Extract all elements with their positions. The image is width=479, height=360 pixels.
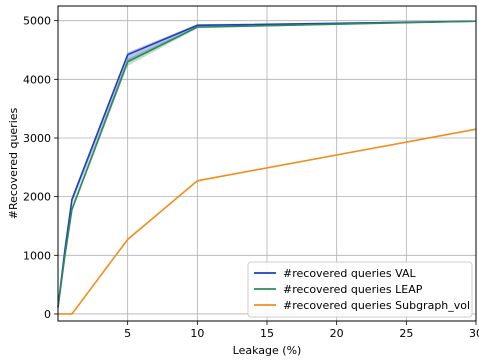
y-tick-label: 5000 (23, 15, 51, 28)
series-lines (57, 20, 477, 315)
y-axis-label: #Recovered queries (7, 107, 20, 219)
x-tick-label: 5 (124, 327, 131, 340)
x-tick-label: 25 (399, 327, 413, 340)
series-line-1 (57, 20, 477, 308)
y-tick-label: 4000 (23, 73, 51, 86)
y-tick-label: 0 (44, 308, 51, 321)
legend-label: #recovered queries VAL (283, 267, 416, 280)
legend-box (247, 261, 473, 318)
x-tick-label: 20 (330, 327, 344, 340)
legend-label: #recovered queries Subgraph_vol (283, 299, 470, 312)
x-tick-label: 10 (190, 327, 204, 340)
series-line-2 (58, 128, 477, 315)
axis-ticks: 5 10 15 20 25 30 0 1000 2000 3000 4000 5000 (23, 15, 479, 340)
x-axis-label: Leakage (%) (233, 344, 302, 357)
x-tick-label: 30 (469, 327, 479, 340)
y-tick-label: 1000 (23, 249, 51, 262)
legend-label: #recovered queries LEAP (283, 283, 423, 296)
y-tick-label: 2000 (23, 191, 51, 204)
y-tick-label: 3000 (23, 132, 51, 145)
legend: #recovered queries VAL #recovered queries… (247, 261, 473, 318)
x-tick-label: 15 (260, 327, 274, 340)
